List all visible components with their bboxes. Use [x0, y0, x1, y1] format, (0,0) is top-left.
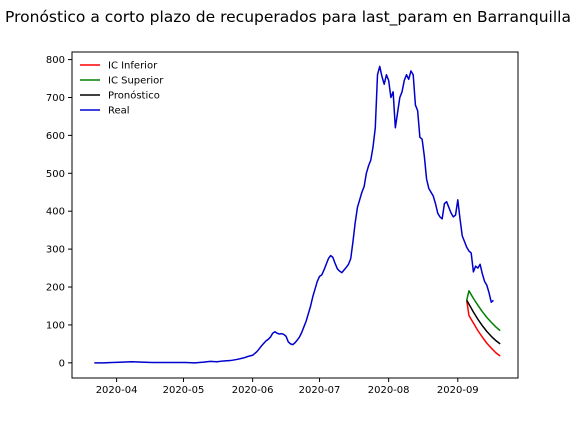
legend-label: Real — [108, 106, 130, 117]
legend-label: IC Inferior — [108, 61, 158, 72]
y-axis: 0 100 200 300 400 500 600 700 800 — [46, 55, 72, 369]
y-tick-label: 600 — [46, 131, 65, 142]
legend-label: Pronóstico — [108, 90, 160, 102]
x-tick-label: 2020-04 — [96, 385, 138, 396]
x-axis: 2020-04 2020-05 2020-06 2020-07 2020-08 2020-… — [96, 378, 479, 396]
plot-area — [71, 51, 519, 379]
chart-title: Pronóstico a corto plazo de recuperados … — [5, 8, 571, 27]
series-line-real — [94, 65, 494, 364]
y-tick-label: 200 — [46, 283, 65, 294]
series-line-ic-superior — [465, 290, 501, 332]
y-tick-label: 100 — [46, 320, 65, 331]
y-tick-label: 700 — [46, 93, 65, 104]
y-tick-label: 0 — [59, 358, 65, 369]
series-line-pron-stico — [466, 299, 501, 345]
x-tick-label: 2020-07 — [299, 385, 341, 396]
x-tick-label: 2020-06 — [232, 385, 274, 396]
x-tick-label: 2020-08 — [368, 385, 410, 396]
legend: IC Inferior IC Superior Pronóstico Real — [80, 61, 164, 117]
x-tick-label: 2020-09 — [437, 385, 479, 396]
x-tick-label: 2020-05 — [163, 385, 205, 396]
series-line-ic-inferior — [465, 300, 501, 357]
y-tick-label: 500 — [46, 169, 65, 180]
y-tick-label: 800 — [46, 55, 65, 66]
y-tick-label: 300 — [46, 245, 65, 256]
legend-label: IC Superior — [108, 76, 164, 87]
y-tick-label: 400 — [46, 207, 65, 218]
series-lines — [94, 65, 501, 364]
